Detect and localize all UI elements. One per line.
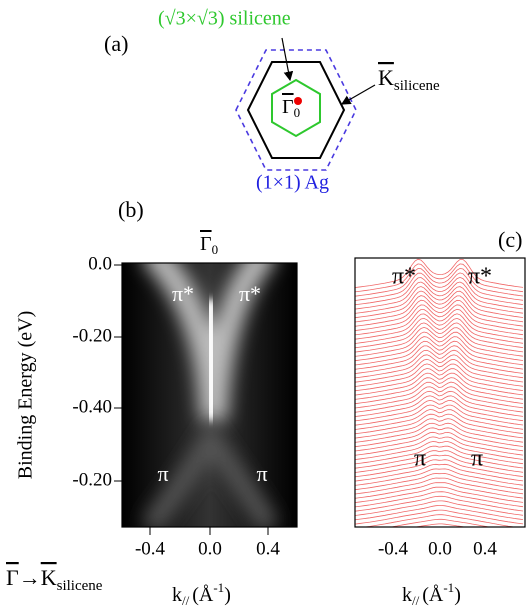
x-tick-label: -0.4: [378, 538, 409, 559]
edc-curve: [355, 277, 523, 304]
panel-label: (c): [498, 227, 522, 252]
edc-curve: [355, 296, 523, 322]
edc-curve: [355, 400, 523, 421]
panel-label: (b): [118, 197, 144, 222]
edc-curve: [355, 391, 523, 412]
unit-close: ): [454, 584, 461, 606]
edc-curve: [355, 446, 523, 464]
unit: (Å: [422, 584, 444, 606]
k-sub: silicene: [394, 78, 440, 94]
y-tick-label: -0.20: [72, 325, 112, 346]
k-sub: //: [182, 593, 190, 608]
band-label: π*: [468, 264, 492, 290]
arrow: [282, 38, 290, 80]
k: K: [378, 65, 394, 90]
band-label: π*: [172, 281, 194, 306]
band-label: π*: [392, 264, 416, 290]
edc-stack: [355, 259, 523, 550]
edc-curve: [355, 396, 523, 417]
ag-cell: (1×1) Ag: [256, 172, 329, 194]
unit-close: ): [224, 584, 231, 606]
edc-curve: [355, 291, 523, 318]
silicene-cell: (√3×√3) silicene: [158, 8, 291, 30]
band-label: π: [471, 446, 483, 472]
x-tick-label: 0.0: [198, 538, 222, 559]
x-tick-label: -0.4: [135, 538, 166, 559]
k-label: Ksilicene: [378, 65, 440, 94]
edc-curve: [355, 387, 523, 408]
x-tick-label: 0.4: [256, 538, 280, 559]
edc-curve: [355, 432, 523, 451]
gamma: Γ: [282, 96, 294, 118]
arpes-map: [122, 250, 297, 527]
edc-curve: [355, 282, 523, 309]
edc-curve: [355, 515, 523, 529]
edc-curve: [355, 346, 523, 370]
x-tick-label: 0.4: [473, 538, 497, 559]
direction: Γ→Ksilicene: [6, 565, 103, 594]
gamma: Γ: [6, 565, 19, 590]
unit-sup: -1: [443, 580, 454, 595]
k-sub: //: [412, 593, 420, 608]
band-label: π: [414, 446, 426, 472]
band-label: π*: [239, 281, 261, 306]
edc-curve: [355, 428, 523, 447]
unit: (Å: [192, 584, 214, 606]
unit-sup: -1: [213, 580, 224, 595]
edc-curve: [355, 350, 523, 373]
y-tick-label: -0.40: [72, 396, 112, 417]
gamma-sub: 0: [294, 105, 301, 120]
arrow-symbol: →: [19, 565, 41, 590]
panel-label: (a): [104, 31, 128, 56]
band-label: π: [256, 461, 267, 486]
k: k: [172, 584, 182, 606]
edc-curve: [355, 524, 523, 537]
gamma-label: Γ0: [200, 233, 218, 257]
gamma-point: [294, 97, 302, 105]
k: K: [41, 565, 57, 590]
k-sub: silicene: [57, 578, 103, 594]
edc-curve: [355, 451, 523, 469]
k: k: [402, 584, 412, 606]
x-axis-label: k//(Å-1): [402, 580, 461, 608]
x-tick-label: 0.0: [428, 538, 452, 559]
frame: [355, 258, 525, 527]
gamma: Γ: [200, 233, 212, 255]
x-axis-label: k//(Å-1): [172, 580, 231, 608]
band-label: π: [157, 461, 168, 486]
edc-curve: [355, 273, 523, 301]
y-tick-label: 0.0: [88, 253, 112, 274]
edc-curve: [355, 437, 523, 455]
figure: (a) (√3×√3) silicene Γ0 Ksilicene (1×1) …: [0, 0, 532, 610]
edc-curve: [355, 442, 523, 460]
y-axis-label: Binding Energy (eV): [15, 311, 37, 480]
edc-curve: [355, 287, 523, 314]
edc-curve: [355, 268, 523, 296]
gamma-sub: 0: [212, 242, 219, 257]
edc-curve: [355, 519, 523, 532]
arrow: [342, 85, 375, 104]
y-tick-label: -0.20: [72, 469, 112, 490]
